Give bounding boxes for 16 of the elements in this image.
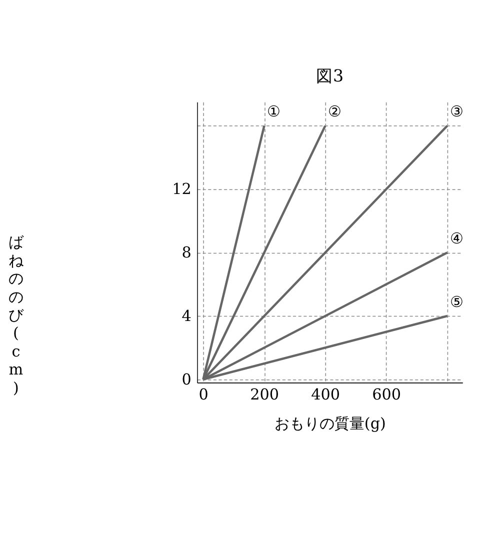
series-label: ④ [450,230,463,248]
x-tick-label: 0 [198,386,208,404]
series-label: ③ [450,102,463,121]
chart-title: 図3 [316,66,344,86]
y-tick-label: 0 [182,370,192,388]
series-label: ① [266,102,280,121]
y-tick-label: 4 [182,306,192,325]
x-tick-label: 600 [372,386,402,404]
series-label: ② [328,102,341,121]
x-tick-label: 400 [311,386,340,404]
y-tick-label: 8 [182,244,192,262]
y-tick-label: 12 [172,180,192,198]
text: ばねののび(cm) [8,233,24,397]
series-label: ⑤ [450,292,463,311]
x-tick-label: 200 [250,386,280,404]
x-axis-title: おもりの質量(g) [274,414,386,432]
